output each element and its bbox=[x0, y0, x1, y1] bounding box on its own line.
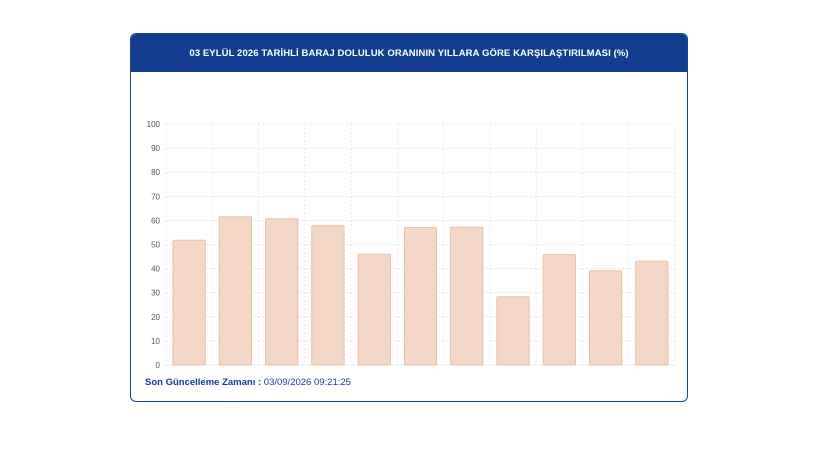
bar bbox=[635, 260, 669, 366]
bar bbox=[588, 270, 623, 366]
y-tick-label: 50 bbox=[151, 241, 160, 250]
y-tick-label: 60 bbox=[151, 216, 160, 225]
bar bbox=[265, 218, 299, 366]
y-tick-label: 70 bbox=[151, 192, 160, 201]
y-tick-label: 0 bbox=[156, 361, 161, 370]
bar bbox=[311, 225, 345, 366]
bar bbox=[172, 239, 206, 366]
last-updated-label: Son Güncelleme Zamanı : bbox=[145, 377, 262, 388]
bar bbox=[450, 226, 484, 366]
bar bbox=[496, 296, 530, 366]
y-tick-label: 30 bbox=[151, 289, 160, 298]
bar bbox=[403, 226, 438, 366]
y-tick-label: 40 bbox=[151, 265, 160, 274]
bar bbox=[357, 253, 391, 366]
chart-card: 03 EYLÜL 2026 TARİHLİ BARAJ DOLULUK ORAN… bbox=[130, 33, 688, 402]
last-updated: Son Güncelleme Zamanı : 03/09/2026 09:21… bbox=[145, 377, 351, 388]
y-tick-label: 20 bbox=[151, 313, 160, 322]
y-tick-label: 10 bbox=[151, 337, 160, 346]
bar bbox=[218, 216, 253, 366]
last-updated-value: 03/09/2026 09:21:25 bbox=[263, 377, 351, 388]
bar-chart: 010203040506070809010003.09.201603.09.20… bbox=[147, 120, 676, 370]
chart-title: 03 EYLÜL 2026 TARİHLİ BARAJ DOLULUK ORAN… bbox=[131, 34, 687, 72]
y-tick-label: 90 bbox=[151, 144, 160, 153]
bar bbox=[542, 254, 576, 366]
y-tick-label: 100 bbox=[147, 120, 161, 129]
y-tick-label: 80 bbox=[151, 168, 160, 177]
